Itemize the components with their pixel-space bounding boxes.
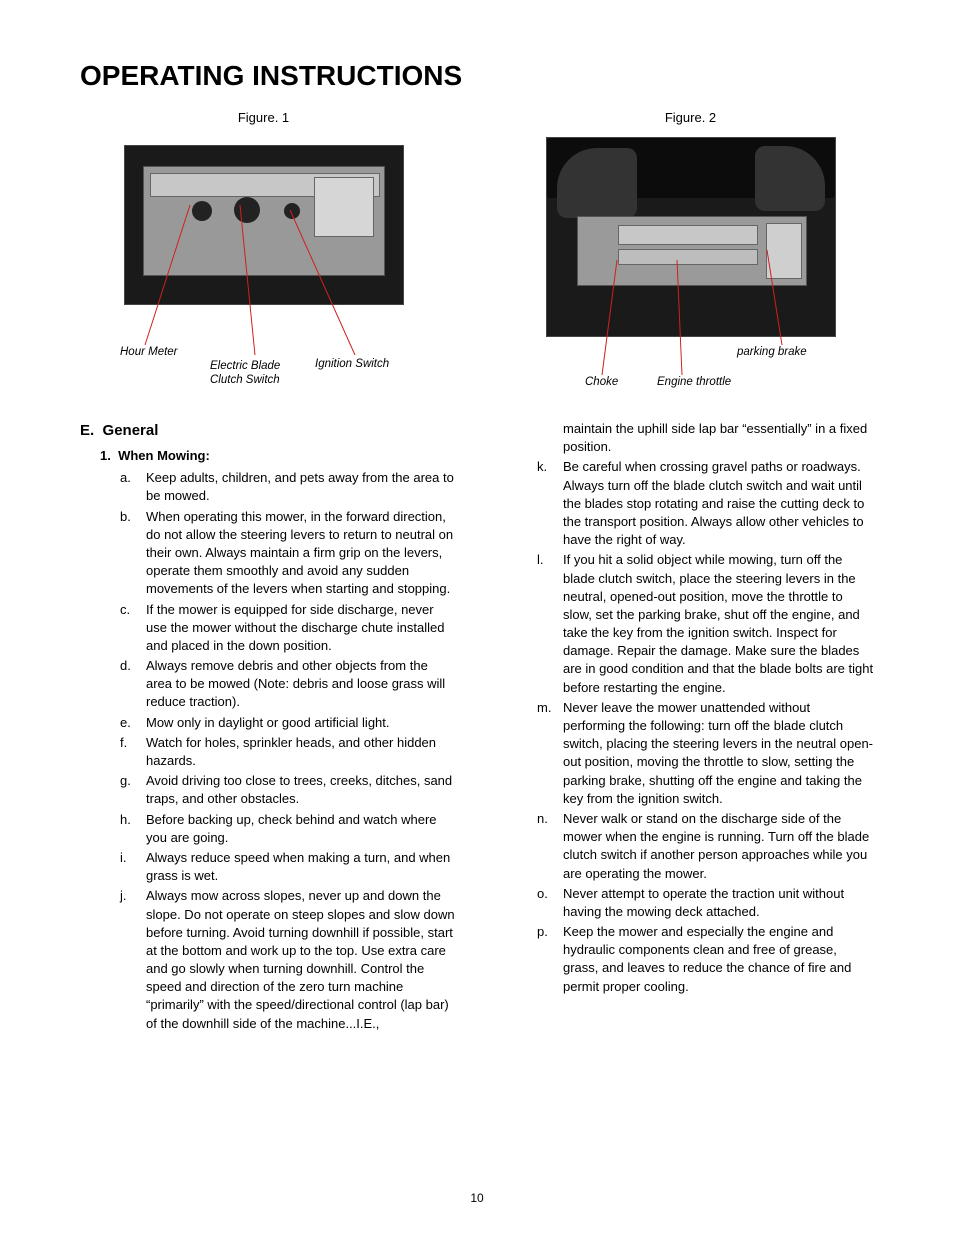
sub-title: When Mowing: bbox=[118, 448, 210, 463]
list-item: p. Keep the mower and especially the engi… bbox=[537, 923, 874, 996]
callout-electric-blade-clutch: Electric Blade Clutch Switch bbox=[210, 360, 280, 388]
list-text: Avoid driving too close to trees, creeks… bbox=[146, 773, 452, 806]
list-item: i. Always reduce speed when making a turn… bbox=[120, 849, 457, 885]
right-column: maintain the uphill side lap bar “essent… bbox=[497, 420, 874, 1035]
list-text: Always mow across slopes, never up and d… bbox=[146, 888, 455, 1030]
list-marker: n. bbox=[537, 810, 548, 828]
list-marker: f. bbox=[120, 734, 127, 752]
list-item: n. Never walk or stand on the discharge s… bbox=[537, 810, 874, 883]
list-item: o. Never attempt to operate the traction … bbox=[537, 885, 874, 921]
right-list-lead: maintain the uphill side lap bar “essent… bbox=[537, 420, 874, 456]
figures-row: Figure. 1 Hour Meter Electric Blade Clut… bbox=[80, 110, 874, 400]
left-list: a. Keep adults, children, and pets away f… bbox=[120, 469, 457, 1033]
section-title: General bbox=[103, 422, 159, 439]
body-columns: E. General 1. When Mowing: a. Keep adults… bbox=[80, 420, 874, 1035]
list-marker: i. bbox=[120, 849, 127, 867]
right-list: k. Be careful when crossing gravel paths … bbox=[537, 458, 874, 995]
sub-number: 1. bbox=[100, 448, 111, 463]
list-marker: e. bbox=[120, 714, 131, 732]
page-title: OPERATING INSTRUCTIONS bbox=[80, 60, 874, 92]
list-marker: o. bbox=[537, 885, 548, 903]
right-lead-text: maintain the uphill side lap bar “essent… bbox=[563, 421, 867, 454]
list-text: Never leave the mower unattended without… bbox=[563, 700, 873, 806]
list-marker: k. bbox=[537, 458, 547, 476]
list-marker: l. bbox=[537, 551, 544, 569]
list-item: h. Before backing up, check behind and wa… bbox=[120, 811, 457, 847]
list-text: If the mower is equipped for side discha… bbox=[146, 602, 444, 653]
list-text: Never attempt to operate the traction un… bbox=[563, 886, 844, 919]
list-text: If you hit a solid object while mowing, … bbox=[563, 552, 873, 694]
list-item: m. Never leave the mower unattended witho… bbox=[537, 699, 874, 808]
list-text: Before backing up, check behind and watc… bbox=[146, 812, 437, 845]
list-item: d. Always remove debris and other objects… bbox=[120, 657, 457, 712]
list-marker: j. bbox=[120, 887, 127, 905]
figure-2-photo bbox=[546, 137, 836, 337]
list-item: c. If the mower is equipped for side disc… bbox=[120, 601, 457, 656]
section-letter: E. bbox=[80, 422, 94, 439]
list-marker: h. bbox=[120, 811, 131, 829]
list-text: Be careful when crossing gravel paths or… bbox=[563, 459, 864, 547]
list-text: Keep adults, children, and pets away fro… bbox=[146, 470, 454, 503]
figure-1-photo bbox=[124, 145, 404, 305]
figure-2-block: Figure. 2 parking brake Choke Engine thr… bbox=[507, 110, 874, 400]
list-marker: d. bbox=[120, 657, 131, 675]
callout-hour-meter: Hour Meter bbox=[120, 346, 178, 360]
list-text: When operating this mower, in the forwar… bbox=[146, 509, 453, 597]
callout-ignition-switch: Ignition Switch bbox=[315, 358, 389, 372]
right-lead-item: maintain the uphill side lap bar “essent… bbox=[537, 420, 874, 456]
list-marker: p. bbox=[537, 923, 548, 941]
subsection-heading: 1. When Mowing: bbox=[100, 447, 457, 465]
list-text: Watch for holes, sprinkler heads, and ot… bbox=[146, 735, 436, 768]
section-heading: E. General bbox=[80, 420, 457, 441]
list-marker: g. bbox=[120, 772, 131, 790]
left-column: E. General 1. When Mowing: a. Keep adults… bbox=[80, 420, 457, 1035]
list-text: Always reduce speed when making a turn, … bbox=[146, 850, 450, 883]
callout-engine-throttle: Engine throttle bbox=[657, 376, 731, 390]
list-item: l. If you hit a solid object while mowing… bbox=[537, 551, 874, 697]
list-item: e. Mow only in daylight or good artificia… bbox=[120, 714, 457, 732]
list-item: b. When operating this mower, in the forw… bbox=[120, 508, 457, 599]
list-marker: c. bbox=[120, 601, 130, 619]
list-item: g. Avoid driving too close to trees, cree… bbox=[120, 772, 457, 808]
list-marker: a. bbox=[120, 469, 131, 487]
figure-1-caption: Figure. 1 bbox=[80, 110, 447, 125]
list-text: Always remove debris and other objects f… bbox=[146, 658, 445, 709]
list-item: a. Keep adults, children, and pets away f… bbox=[120, 469, 457, 505]
figure-2-caption: Figure. 2 bbox=[507, 110, 874, 125]
list-marker: m. bbox=[537, 699, 551, 717]
figure-1-block: Figure. 1 Hour Meter Electric Blade Clut… bbox=[80, 110, 447, 400]
list-text: Never walk or stand on the discharge sid… bbox=[563, 811, 869, 881]
callout-parking-brake: parking brake bbox=[737, 346, 807, 360]
list-item: k. Be careful when crossing gravel paths … bbox=[537, 458, 874, 549]
list-marker: b. bbox=[120, 508, 131, 526]
callout-choke: Choke bbox=[585, 376, 618, 390]
list-item: j. Always mow across slopes, never up and… bbox=[120, 887, 457, 1033]
list-item: f. Watch for holes, sprinkler heads, and … bbox=[120, 734, 457, 770]
page-number: 10 bbox=[0, 1191, 954, 1205]
list-text: Keep the mower and especially the engine… bbox=[563, 924, 851, 994]
list-text: Mow only in daylight or good artificial … bbox=[146, 715, 390, 730]
